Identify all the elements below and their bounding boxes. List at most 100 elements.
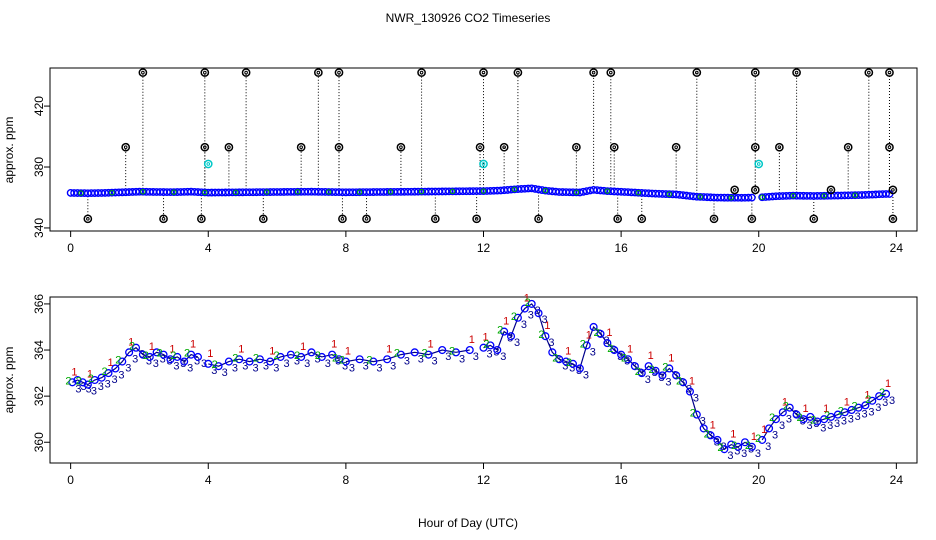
data-label: 3: [741, 448, 747, 460]
data-label: 2: [339, 355, 345, 367]
data-label: 3: [180, 358, 186, 370]
outlier-point-core: [750, 217, 754, 221]
data-label: 1: [885, 378, 891, 390]
data-label: 3: [535, 305, 541, 317]
data-label: 3: [160, 353, 166, 365]
data-label: 3: [459, 353, 465, 365]
outlier-point-core: [753, 188, 758, 192]
outlier-point: [792, 68, 801, 77]
data-point-alt: [666, 191, 672, 197]
outlier-point: [730, 185, 740, 195]
data-point: [451, 348, 461, 357]
outlier-point-core: [261, 217, 266, 221]
data-label: 3: [841, 416, 847, 428]
outlier-point-core: [612, 145, 617, 150]
data-label: 2: [593, 327, 599, 339]
data-point: [297, 352, 306, 361]
data-label: 3: [325, 358, 331, 370]
data-label: 3: [755, 448, 761, 460]
top-panel-y-axis: 340 380 420: [32, 96, 50, 238]
data-label: 3: [118, 369, 124, 381]
outlier-point: [885, 142, 894, 152]
data-point: [840, 408, 849, 417]
outlier-point: [475, 142, 485, 152]
data-point: [111, 364, 120, 373]
data-point: [534, 309, 543, 318]
x-tick-label: 12: [477, 241, 491, 255]
data-point: [131, 343, 141, 352]
data-label: 1: [207, 348, 213, 360]
x-tick-label: 24: [890, 241, 904, 255]
bottom-panel-frame: [49, 296, 918, 464]
data-point-alt: [821, 193, 827, 199]
data-label: 2: [157, 348, 163, 360]
outlier-point-core: [474, 217, 479, 221]
outlier-point: [747, 214, 757, 224]
data-point: [713, 435, 722, 444]
data-point: [637, 369, 646, 378]
data-point: [276, 352, 285, 361]
data-label: 3: [349, 363, 355, 375]
data-label: 3: [583, 369, 589, 381]
data-label: 1: [128, 336, 134, 348]
data-label: 3: [284, 358, 290, 370]
x-tick-label: 4: [205, 473, 212, 487]
data-point: [396, 350, 405, 359]
data-label: 2: [253, 352, 259, 364]
data-label: 1: [107, 357, 113, 369]
data-label: 3: [81, 381, 87, 393]
data-point: [173, 352, 182, 361]
data-label: 1: [503, 316, 509, 328]
data-point: [699, 424, 708, 433]
outlier-point: [159, 214, 168, 224]
outlier-point: [637, 214, 647, 224]
outlier-point-core: [777, 145, 782, 150]
outlier-point: [609, 142, 619, 152]
outlier-point: [296, 142, 306, 152]
data-label: 3: [111, 374, 117, 386]
data-point: [771, 415, 780, 424]
outlier-point-core: [478, 145, 482, 150]
outlier-point-core: [199, 217, 204, 221]
series-line: [483, 303, 753, 451]
outlier-point-core: [316, 70, 321, 75]
data-label: 2: [552, 352, 558, 364]
x-tick-label: 8: [343, 473, 350, 487]
y-tick-label: 420: [32, 96, 46, 116]
outlier-point: [864, 68, 874, 77]
data-label: 2: [649, 364, 655, 376]
data-label: 1: [190, 339, 196, 351]
data-point: [596, 329, 605, 338]
data-point-alt: [202, 189, 208, 196]
data-label: 1: [802, 403, 808, 415]
data-point: [424, 350, 433, 359]
outlier-point: [430, 214, 440, 224]
data-label: 3: [314, 353, 320, 365]
data-point: [138, 350, 147, 359]
outlier-point-core: [516, 70, 520, 75]
data-point: [610, 345, 619, 355]
data-label: 3: [273, 363, 279, 375]
outlier-point-core: [887, 70, 892, 75]
data-label: 2: [865, 394, 871, 406]
data-label: 2: [394, 348, 400, 360]
data-point: [68, 378, 77, 387]
data-point: [204, 359, 213, 368]
outlier-point: [334, 142, 344, 152]
outlier-point: [692, 68, 702, 77]
outlier-point-core: [206, 162, 211, 166]
data-point: [747, 442, 756, 451]
outlier-point-core: [712, 217, 716, 221]
outlier-point: [709, 214, 719, 224]
data-point: [727, 440, 736, 449]
data-label: 3: [555, 353, 561, 365]
data-point: [672, 371, 681, 380]
data-point-alt: [852, 192, 858, 198]
data-label: 3: [487, 349, 493, 361]
outlier-point-core: [891, 188, 895, 192]
outlier-point-core: [846, 145, 850, 150]
data-label: 2: [212, 359, 218, 371]
data-label: 3: [167, 356, 173, 368]
